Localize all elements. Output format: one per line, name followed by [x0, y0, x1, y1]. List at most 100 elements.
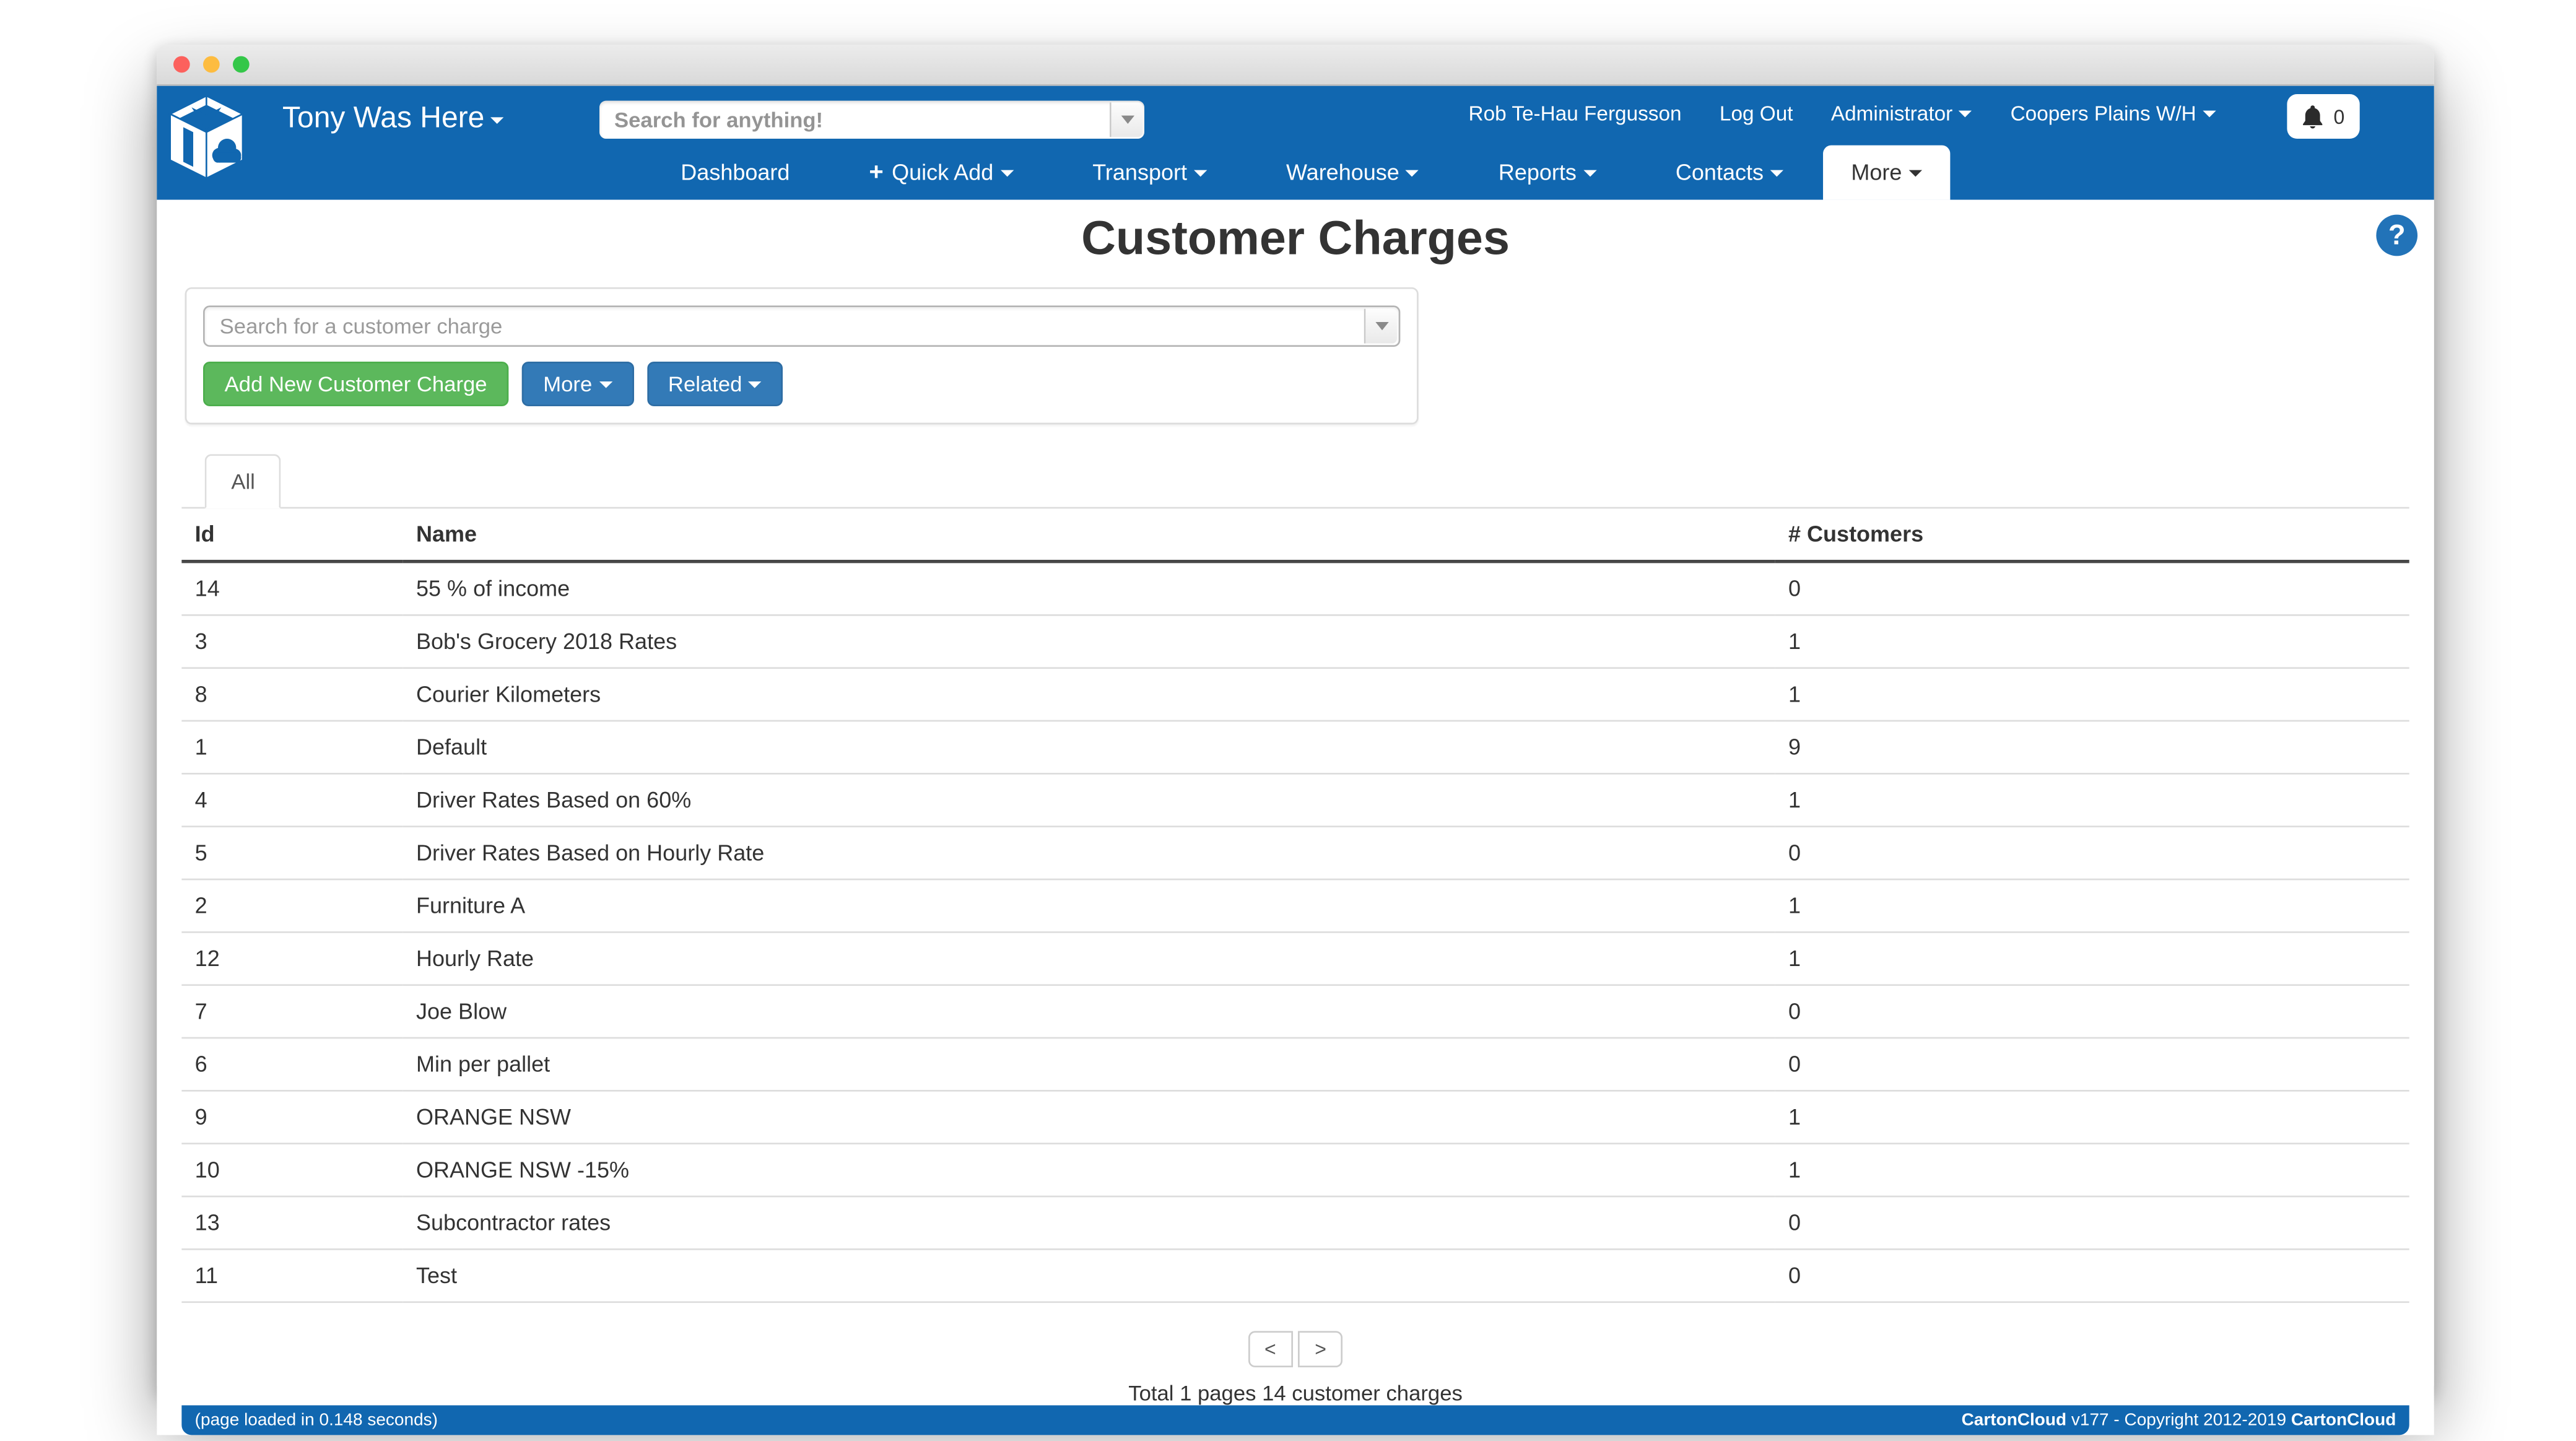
table-row[interactable]: 8 Courier Kilometers 1 [181, 667, 2409, 721]
chevron-down-icon [1120, 115, 1134, 124]
cell-id: 6 [181, 1037, 403, 1091]
close-window-button[interactable] [173, 56, 190, 73]
nav-reports-label: Reports [1498, 160, 1577, 185]
cell-id: 7 [181, 984, 403, 1038]
chevron-down-icon [1908, 169, 1922, 176]
cell-name: Driver Rates Based on Hourly Rate [402, 825, 1775, 880]
nav-dashboard[interactable]: Dashboard [681, 160, 790, 185]
global-search-box [599, 100, 1145, 139]
copyright: CartonCloud v177 - Copyright 2012-2019 C… [1962, 1410, 2396, 1430]
cell-customers: 1 [1775, 773, 2409, 827]
cell-customers: 0 [1775, 825, 2409, 880]
minimize-window-button[interactable] [203, 56, 220, 73]
cell-name: Courier Kilometers [402, 667, 1775, 721]
related-button[interactable]: Related [646, 362, 784, 407]
related-button-label: Related [668, 372, 742, 397]
chevron-down-icon [2203, 110, 2216, 118]
warehouse-dropdown[interactable]: Coopers Plains W/H [2010, 102, 2216, 126]
nav-more[interactable]: More [1822, 145, 1950, 200]
warehouse-label: Coopers Plains W/H [2010, 102, 2196, 126]
customer-charge-search-input[interactable] [204, 307, 1399, 346]
customer-charge-search-dropdown-toggle[interactable] [1364, 308, 1398, 344]
cell-name: Joe Blow [402, 984, 1775, 1038]
logout-link[interactable]: Log Out [1719, 102, 1793, 126]
table-row[interactable]: 11 Test 0 [181, 1248, 2409, 1304]
app-footer: (page loaded in 0.148 seconds) CartonClo… [181, 1405, 2409, 1435]
cell-id: 11 [181, 1248, 403, 1304]
nav-quick-add[interactable]: + Quick Add [829, 146, 1053, 200]
table-row[interactable]: 3 Bob's Grocery 2018 Rates 1 [181, 614, 2409, 668]
tenant-name-dropdown[interactable]: Tony Was Here [282, 100, 505, 136]
cell-name: Driver Rates Based on 60% [402, 773, 1775, 827]
page-title: Customer Charges [1081, 213, 1510, 266]
cell-id: 13 [181, 1195, 403, 1250]
cell-customers: 1 [1775, 614, 2409, 668]
nav-warehouse[interactable]: Warehouse [1247, 146, 1459, 200]
cell-id: 1 [181, 720, 403, 774]
footer-brand: CartonCloud [1961, 1410, 2067, 1430]
zoom-window-button[interactable] [233, 56, 250, 73]
table-row[interactable]: 9 ORANGE NSW 1 [181, 1090, 2409, 1144]
bell-icon [2303, 105, 2323, 129]
cell-customers: 0 [1775, 1037, 2409, 1091]
nav-contacts[interactable]: Contacts [1636, 146, 1823, 200]
more-button[interactable]: More [521, 362, 633, 407]
footer-brand: CartonCloud [2291, 1410, 2396, 1430]
global-search-dropdown-toggle[interactable] [1110, 102, 1143, 137]
next-page-button[interactable]: > [1298, 1331, 1343, 1368]
global-search-input[interactable] [599, 100, 1145, 139]
cell-name: Hourly Rate [402, 931, 1775, 985]
table-row[interactable]: 4 Driver Rates Based on 60% 1 [181, 773, 2409, 827]
browser-window: Tony Was Here Rob Te-Hau Fergusson Log O… [157, 45, 2434, 1435]
current-user-link[interactable]: Rob Te-Hau Fergusson [1468, 102, 1682, 126]
table-row[interactable]: 14 55 % of income 0 [181, 562, 2409, 616]
notifications-button[interactable]: 0 [2287, 94, 2360, 139]
column-header-id: Id [181, 508, 403, 564]
role-dropdown[interactable]: Administrator [1831, 102, 1973, 126]
help-icon[interactable]: ? [2376, 214, 2418, 256]
table-row[interactable]: 6 Min per pallet 0 [181, 1037, 2409, 1091]
cell-id: 10 [181, 1143, 403, 1197]
footer-version-copyright: v177 - Copyright 2012-2019 [2066, 1410, 2291, 1430]
tab-all[interactable]: All [204, 454, 282, 509]
tenant-name-label: Tony Was Here [282, 100, 485, 134]
cell-name: Subcontractor rates [402, 1195, 1775, 1250]
cell-id: 8 [181, 667, 403, 721]
customer-charge-search-box [203, 305, 1401, 347]
chevron-down-icon [1583, 169, 1596, 176]
cartoncloud-logo-icon [168, 94, 245, 180]
toolbar-buttons: Add New Customer Charge More Related [203, 362, 1400, 407]
previous-page-button[interactable]: < [1248, 1331, 1293, 1368]
cell-customers: 1 [1775, 931, 2409, 985]
chevron-down-icon [1959, 110, 1973, 118]
header-links: Rob Te-Hau Fergusson Log Out Administrat… [1468, 102, 2216, 126]
table-row[interactable]: 10 ORANGE NSW -15% 1 [181, 1143, 2409, 1197]
cell-customers: 1 [1775, 1090, 2409, 1144]
cell-customers: 0 [1775, 1195, 2409, 1250]
cell-id: 5 [181, 825, 403, 880]
nav-transport[interactable]: Transport [1053, 146, 1247, 200]
plus-icon: + [869, 159, 884, 187]
nav-reports[interactable]: Reports [1459, 146, 1636, 200]
nav-quick-add-label: Quick Add [892, 160, 994, 185]
cell-name: Min per pallet [402, 1037, 1775, 1091]
table-row[interactable]: 7 Joe Blow 0 [181, 984, 2409, 1038]
cell-name: Default [402, 720, 1775, 774]
nav-transport-label: Transport [1092, 160, 1188, 185]
chevron-down-icon [749, 380, 762, 388]
cell-name: ORANGE NSW [402, 1090, 1775, 1144]
table-row[interactable]: 12 Hourly Rate 1 [181, 931, 2409, 985]
table-tabs: All [181, 454, 2409, 509]
cell-id: 3 [181, 614, 403, 668]
nav-contacts-label: Contacts [1675, 160, 1764, 185]
add-new-customer-charge-button[interactable]: Add New Customer Charge [203, 362, 509, 407]
cell-name: Test [402, 1248, 1775, 1304]
table-row[interactable]: 1 Default 9 [181, 720, 2409, 774]
table-row[interactable]: 5 Driver Rates Based on Hourly Rate 0 [181, 825, 2409, 880]
chevron-down-icon [999, 169, 1014, 176]
table-row[interactable]: 13 Subcontractor rates 0 [181, 1195, 2409, 1250]
page-content: Customer Charges ? Add New Customer Char… [157, 199, 2434, 1435]
